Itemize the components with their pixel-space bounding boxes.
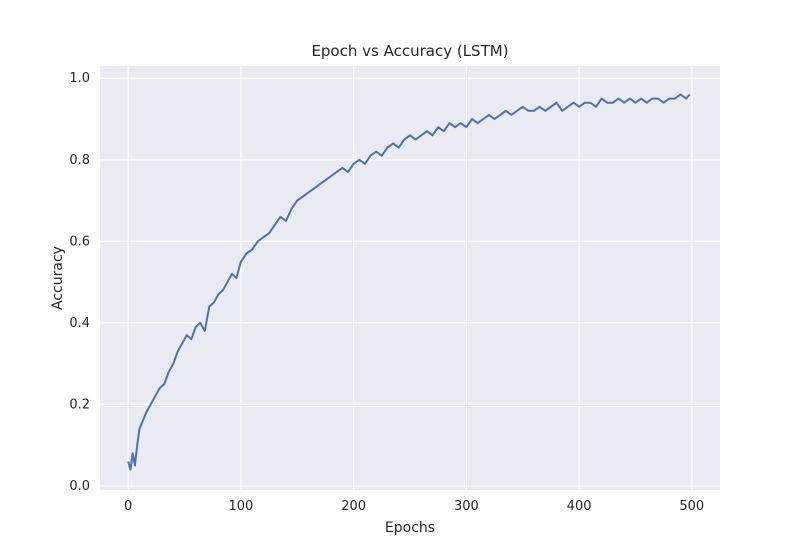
x-tick-label: 400 bbox=[567, 499, 592, 514]
x-tick-label: 100 bbox=[228, 499, 253, 514]
x-tick-label: 500 bbox=[679, 499, 704, 514]
y-tick-label: 0.2 bbox=[69, 397, 90, 412]
grid-lines bbox=[100, 66, 720, 490]
x-tick-label: 0 bbox=[124, 499, 132, 514]
y-tick-label: 0.0 bbox=[69, 479, 90, 494]
chart-title: Epoch vs Accuracy (LSTM) bbox=[311, 42, 508, 60]
y-tick-label: 1.0 bbox=[69, 71, 90, 86]
series-layer bbox=[127, 93, 691, 471]
y-tick-label: 0.4 bbox=[69, 316, 90, 331]
y-tick-label: 0.8 bbox=[69, 153, 90, 168]
x-tick-label: 200 bbox=[341, 499, 366, 514]
x-axis-ticks: 0 100 200 300 400 500 bbox=[124, 499, 704, 514]
y-tick-label: 0.6 bbox=[69, 234, 90, 249]
x-axis-title: Epochs bbox=[385, 520, 435, 536]
y-axis-title: Accuracy bbox=[50, 246, 66, 310]
y-axis-ticks: 0.0 0.2 0.4 0.6 0.8 1.0 bbox=[69, 71, 90, 494]
x-tick-label: 300 bbox=[454, 499, 479, 514]
plot-area bbox=[100, 66, 720, 490]
series-line bbox=[127, 93, 691, 471]
